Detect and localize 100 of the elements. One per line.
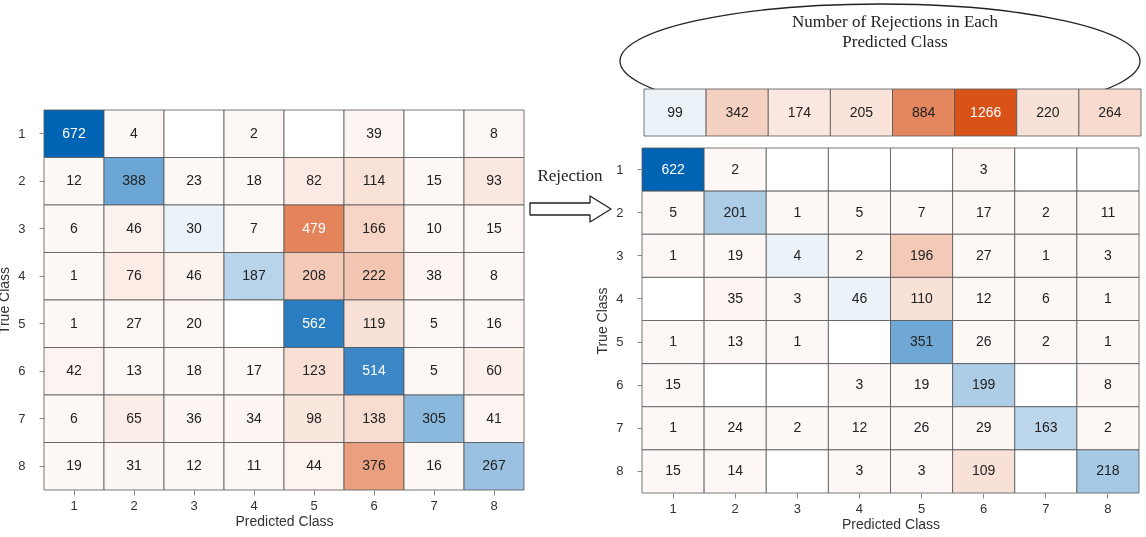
- data-label: 6: [70, 409, 79, 426]
- data-label: 514: [362, 362, 386, 379]
- data-label: 26: [975, 333, 992, 350]
- data-label: 14: [727, 462, 744, 479]
- data-label: 199: [972, 376, 996, 393]
- y-axis-title: True Class: [0, 266, 13, 335]
- data-label: 12: [66, 172, 82, 189]
- data-label: 17: [975, 203, 992, 220]
- data-label: 196: [909, 246, 934, 263]
- data-label: 1: [793, 333, 802, 350]
- data-label: 8: [490, 267, 499, 284]
- x-tick-label: 4: [250, 497, 258, 513]
- data-label: 1: [1041, 246, 1050, 263]
- x-tick-label: 8: [490, 497, 498, 513]
- data-label: 267: [482, 457, 506, 474]
- data-label: 60: [486, 362, 502, 379]
- y-tick-label: 5: [616, 334, 624, 350]
- data-label: 29: [975, 419, 992, 436]
- x-tick-label: 6: [980, 500, 988, 516]
- data-label: 187: [242, 267, 266, 284]
- data-label: 1: [70, 314, 79, 331]
- data-label: 24: [727, 419, 744, 436]
- data-label: 19: [66, 457, 82, 474]
- data-label: 5: [669, 203, 678, 220]
- x-tick-label: 2: [130, 497, 138, 513]
- data-label: 1: [70, 267, 79, 284]
- data-label: 36: [186, 409, 202, 426]
- x-tick-label: 4: [855, 500, 864, 516]
- data-label: 41: [486, 409, 502, 426]
- data-label: 16: [486, 314, 502, 331]
- data-label: 20: [186, 314, 202, 331]
- data-label: 388: [122, 172, 146, 189]
- data-label: 166: [362, 219, 386, 236]
- data-label: 2: [731, 160, 740, 177]
- data-label: 884: [911, 103, 936, 120]
- y-tick-label: 8: [18, 458, 26, 474]
- data-label: 1266: [970, 103, 1002, 120]
- data-label: 11: [1100, 203, 1116, 220]
- data-label: 109: [972, 462, 996, 479]
- data-label: 93: [486, 172, 502, 189]
- data-label: 562: [302, 314, 326, 331]
- data-label: 76: [126, 267, 142, 284]
- data-label: 222: [362, 267, 386, 284]
- data-label: 30: [186, 219, 202, 236]
- data-label: 622: [661, 160, 685, 177]
- data-label: 3: [1104, 246, 1113, 263]
- data-label: 98: [306, 409, 322, 426]
- data-label: 2: [1041, 333, 1050, 350]
- y-tick-label: 4: [18, 268, 26, 284]
- data-label: 4: [793, 246, 802, 263]
- data-label: 119: [362, 314, 386, 331]
- data-label: 17: [246, 362, 262, 379]
- data-label: 26: [913, 419, 930, 436]
- x-tick-label: 3: [793, 500, 801, 516]
- data-label: 15: [665, 462, 682, 479]
- data-label: 138: [362, 409, 386, 426]
- data-label: 208: [302, 267, 326, 284]
- y-tick-label: 7: [18, 410, 26, 426]
- data-label: 18: [246, 172, 262, 189]
- y-tick-label: 2: [616, 204, 624, 220]
- data-label: 218: [1096, 462, 1120, 479]
- data-label: 38: [426, 267, 442, 284]
- y-tick-label: 5: [18, 315, 26, 331]
- data-label: 13: [126, 362, 142, 379]
- data-label: 16: [426, 457, 442, 474]
- data-label: 5: [430, 362, 439, 379]
- data-label: 4: [130, 124, 139, 141]
- data-label: 27: [126, 314, 142, 331]
- data-label: 163: [1034, 419, 1058, 436]
- data-label: 11: [246, 457, 262, 474]
- x-tick-label: 1: [70, 497, 78, 513]
- data-label: 19: [913, 376, 930, 393]
- data-label: 12: [975, 289, 992, 306]
- data-label: 1: [669, 333, 678, 350]
- data-label: 27: [975, 246, 992, 263]
- text: Rejection: [536, 166, 604, 186]
- x-tick-label: 7: [1042, 500, 1050, 516]
- data-label: 110: [910, 289, 933, 306]
- data-label: 2: [250, 124, 259, 141]
- data-label: 1: [669, 419, 678, 436]
- data-label: 7: [917, 203, 926, 220]
- x-tick-label: 5: [310, 497, 318, 513]
- data-label: 10: [426, 219, 442, 236]
- data-label: 2: [1104, 419, 1113, 436]
- data-label: 1: [669, 246, 678, 263]
- data-label: 114: [362, 172, 386, 189]
- data-label: 15: [426, 172, 442, 189]
- text: Number of Rejections in Each Predicted Class: [791, 12, 999, 52]
- data-label: 3: [855, 376, 864, 393]
- x-axis-title: Predicted Class: [841, 515, 941, 532]
- data-label: 19: [727, 246, 744, 263]
- data-label: 82: [306, 172, 322, 189]
- data-label: 351: [909, 333, 934, 350]
- x-tick-label: 7: [430, 497, 438, 513]
- y-tick-label: 4: [616, 290, 624, 306]
- data-label: 15: [665, 376, 682, 393]
- data-label: 3: [855, 462, 864, 479]
- data-label: 5: [430, 314, 439, 331]
- data-label: 15: [486, 219, 502, 236]
- data-label: 2: [1041, 203, 1050, 220]
